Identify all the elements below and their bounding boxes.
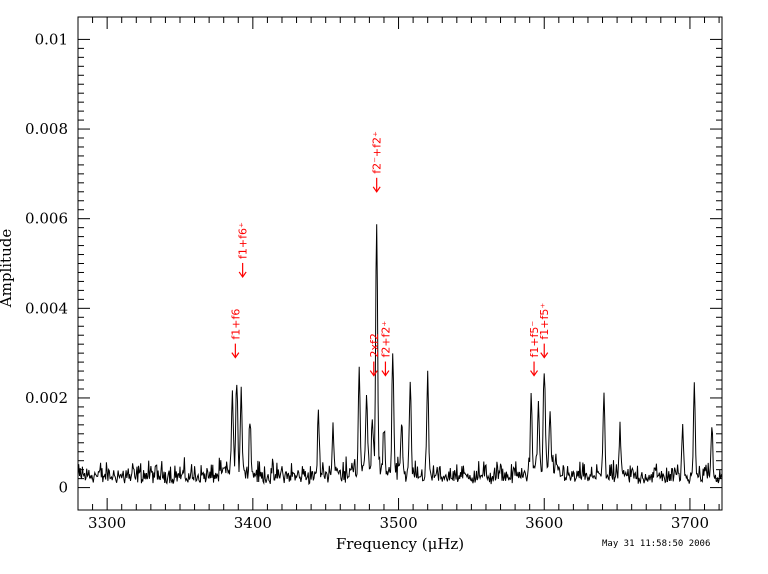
annotation-arrowhead	[530, 370, 539, 377]
annotation-label: f2+f2⁺	[379, 321, 392, 358]
plot-frame	[77, 16, 723, 511]
y-tick-label: 0.01	[35, 30, 68, 48]
y-tick-label: 0.002	[25, 389, 68, 407]
x-tick-label: 3500	[379, 514, 417, 532]
y-axis-title: Amplitude	[0, 229, 15, 309]
tick-labels: 3300 3400 3500 3600 3700 0 0.002 0.004 0.006 0.00…	[25, 30, 709, 532]
annotation-arrowhead	[238, 271, 247, 278]
y-tick-label: 0.006	[25, 210, 68, 228]
x-tick-label: 3600	[525, 514, 563, 532]
annotation-label: f1+f5⁻	[528, 321, 541, 358]
axis-ticks	[77, 17, 722, 510]
annotation-arrowhead	[231, 352, 240, 359]
annotation-label: f2⁻+f2⁺	[371, 131, 384, 174]
timestamp-stamp: May 31 11:58:50 2006	[602, 539, 710, 549]
x-tick-label: 3400	[234, 514, 272, 532]
annotation-arrowhead	[369, 370, 378, 377]
annotation: f1+f5⁻	[528, 321, 541, 377]
annotation: f1+f6	[229, 309, 242, 359]
annotation: f2⁻+f2⁺	[371, 131, 384, 193]
spectrum-line	[77, 224, 723, 486]
annotation-label: f1+f6⁺	[237, 222, 250, 259]
x-tick-label: 3700	[671, 514, 709, 532]
annotation: 2xf2	[368, 333, 381, 377]
annotation: f2+f2⁺	[379, 321, 392, 377]
annotation-label: f1+f6	[229, 309, 242, 340]
annotation-arrowhead	[381, 370, 390, 377]
annotation: f1+f5⁺	[538, 303, 551, 359]
annotation: f1+f6⁺	[237, 222, 250, 278]
y-tick-label: 0.008	[25, 120, 68, 138]
y-tick-label: 0	[58, 479, 68, 497]
x-tick-label: 3300	[88, 514, 126, 532]
x-axis-title: Frequency (μHz)	[336, 535, 464, 553]
annotation-arrowhead	[372, 186, 381, 193]
annotation-arrowhead	[540, 352, 549, 359]
y-tick-label: 0.004	[25, 299, 68, 317]
annotation-label: f1+f5⁺	[538, 303, 551, 340]
annotation-label: 2xf2	[368, 333, 381, 357]
